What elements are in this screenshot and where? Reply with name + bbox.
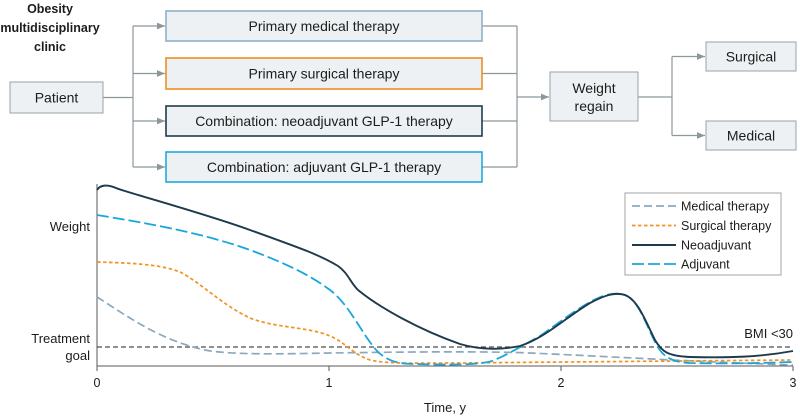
- legend-item-neoadjuvant: Neoadjuvant: [632, 239, 752, 253]
- curve-surgical-therapy: [96, 261, 794, 364]
- bmi-threshold-label: BMI <30: [744, 326, 793, 341]
- x-tick-label-1: 1: [326, 376, 333, 390]
- outcome-box-medical: [705, 120, 797, 151]
- legend-label-surgical-therapy: Surgical therapy: [681, 219, 772, 233]
- legend-item-surgical-therapy: Surgical therapy: [632, 219, 772, 233]
- legend-item-adjuvant: Adjuvant: [632, 258, 730, 272]
- patient-box: [9, 81, 104, 114]
- weight-trajectory-chart: 0 1 2 3 Time, y Weight Treatment goal BM…: [31, 184, 797, 415]
- therapy-box-adjuvant: [165, 151, 483, 183]
- flow-labels: Patient Primary medical therapy Primary …: [35, 18, 777, 175]
- flow-boxes: [9, 10, 797, 183]
- therapy-label-primary-medical: Primary medical therapy: [249, 18, 400, 34]
- legend: Medical therapy Surgical therapy Neoadju…: [624, 192, 782, 276]
- therapy-box-primary-medical: [165, 10, 483, 42]
- legend-item-medical-therapy: Medical therapy: [632, 200, 770, 214]
- curve-medical-therapy: [96, 296, 794, 366]
- clinic-title: Obesity multidisciplinary clinic: [0, 2, 99, 54]
- therapy-label-primary-surgical: Primary surgical therapy: [249, 66, 400, 82]
- y-label-weight: Weight: [50, 219, 91, 234]
- outcome-label-medical: Medical: [727, 128, 775, 144]
- clinic-title-line-3: clinic: [34, 40, 66, 54]
- curve-adjuvant: [96, 214, 794, 366]
- y-label-treatment-goal-line-1: Treatment: [31, 331, 90, 346]
- curve-neoadjuvant: [96, 184, 794, 359]
- legend-label-neoadjuvant: Neoadjuvant: [681, 239, 752, 253]
- x-tick-label-2: 2: [558, 376, 565, 390]
- weight-regain-label-line-1: Weight: [572, 80, 615, 96]
- legend-label-medical-therapy: Medical therapy: [681, 200, 770, 214]
- outcome-box-surgical: [705, 41, 797, 72]
- x-tick-label-3: 3: [790, 376, 797, 390]
- therapy-box-primary-surgical: [165, 57, 483, 90]
- legend-label-adjuvant: Adjuvant: [681, 258, 730, 272]
- flowchart: Obesity multidisciplinary clinic: [0, 2, 797, 183]
- patient-label: Patient: [35, 90, 79, 106]
- x-axis-title: Time, y: [424, 400, 467, 415]
- connector-lines: [103, 22, 705, 171]
- therapy-box-neoadjuvant: [165, 105, 483, 137]
- outcome-label-surgical: Surgical: [726, 49, 777, 65]
- therapy-label-neoadjuvant: Combination: neoadjuvant GLP-1 therapy: [195, 113, 453, 129]
- clinic-title-line-2: multidisciplinary: [0, 21, 99, 35]
- clinic-title-line-1: Obesity: [27, 2, 73, 16]
- therapy-label-adjuvant: Combination: adjuvant GLP-1 therapy: [207, 159, 441, 175]
- x-tick-label-0: 0: [94, 376, 101, 390]
- weight-regain-box: [549, 71, 639, 122]
- weight-regain-label-line-2: regain: [575, 98, 614, 114]
- y-label-treatment-goal-line-2: goal: [65, 348, 90, 363]
